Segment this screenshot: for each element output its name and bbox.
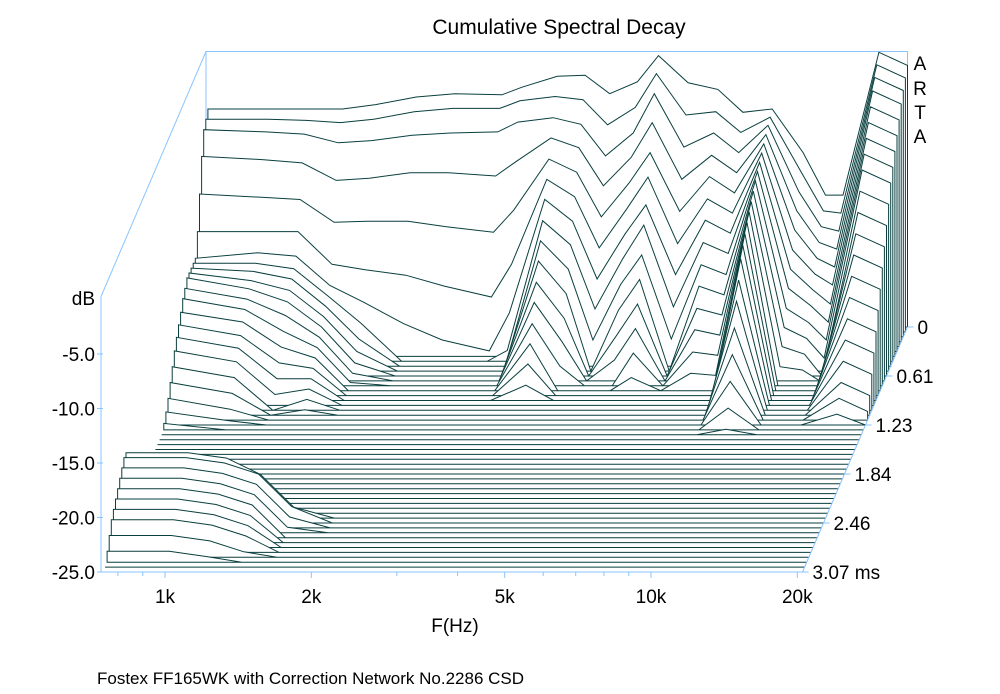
time-tick-label: 0.61	[897, 367, 934, 388]
x-tick-label: 2k	[301, 587, 322, 608]
time-tick-labels: 0 0.61 1.23 1.84 2.46 3.07 ms	[813, 318, 934, 584]
time-tick-label: 2.46	[834, 514, 871, 535]
x-axis-label: F(Hz)	[431, 616, 478, 637]
y-tick-label: -20.0	[52, 509, 95, 530]
chart-title: Cumulative Spectral Decay	[432, 16, 686, 39]
y-tick-label: -25.0	[52, 563, 95, 584]
x-tick-label: 20k	[782, 587, 813, 608]
watermark-letter-t: T	[914, 103, 926, 124]
watermark-letter-a1: A	[914, 54, 927, 75]
y-tick-label: -5.0	[62, 345, 95, 366]
front-axes	[97, 296, 914, 578]
time-tick-label: 1.84	[855, 465, 892, 486]
x-tick-labels: 1k 2k 5k 10k 20k	[155, 587, 813, 608]
time-tick-label: 1.23	[876, 416, 913, 437]
y-tick-label: -15.0	[52, 454, 95, 475]
x-tick-label: 1k	[155, 587, 176, 608]
arta-watermark: A R T A	[913, 54, 927, 148]
csd-slice	[184, 211, 885, 382]
slices-layer	[102, 51, 908, 573]
x-tick-label: 10k	[636, 587, 667, 608]
csd-slice	[165, 380, 866, 426]
watermark-letter-a2: A	[914, 127, 927, 148]
time-axis-line	[802, 326, 908, 573]
y-tick-label: -10.0	[52, 400, 95, 421]
footer-caption: Fostex FF165WK with Correction Network N…	[97, 669, 524, 688]
x-tick-label: 5k	[495, 587, 516, 608]
watermark-letter-r: R	[913, 79, 927, 100]
csd-slice	[163, 407, 864, 431]
y-tick-labels: -5.0 -10.0 -15.0 -20.0 -25.0	[52, 345, 95, 584]
csd-slice	[186, 201, 887, 378]
csd-slice	[161, 428, 862, 436]
time-tick-label: 3.07 ms	[813, 563, 881, 584]
y-axis-label: dB	[72, 289, 95, 310]
csd-slice	[106, 550, 807, 563]
time-tick-label: 0	[918, 318, 929, 339]
